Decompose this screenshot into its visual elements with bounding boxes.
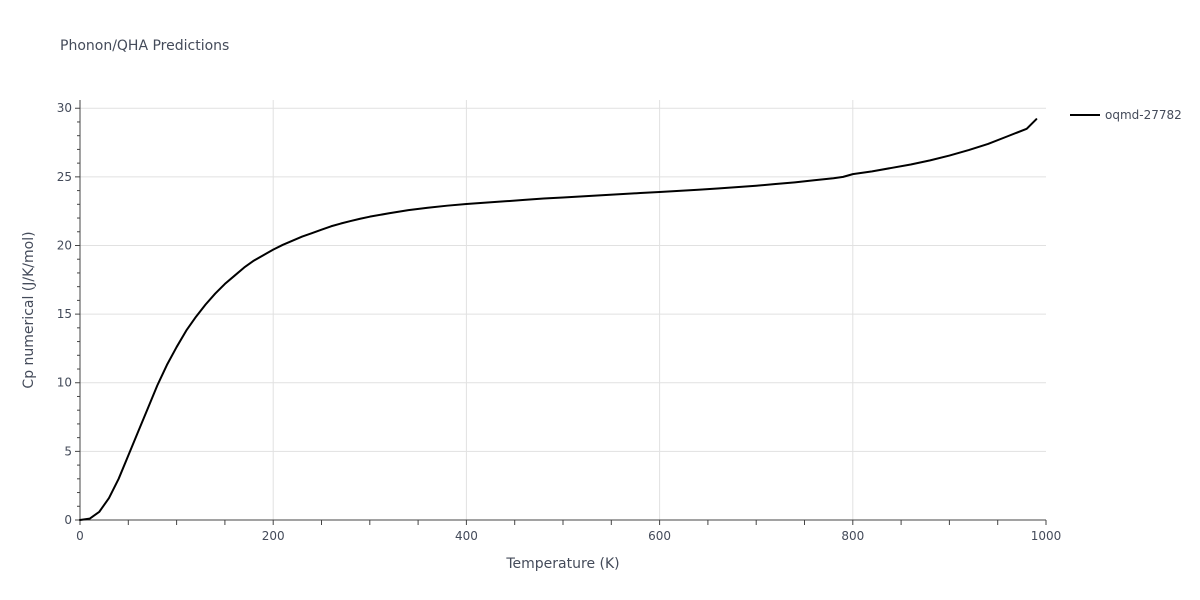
y-axis-title: Cp numerical (J/K/mol) bbox=[21, 231, 37, 388]
y-tick-label: 10 bbox=[57, 376, 72, 390]
y-tick-label: 5 bbox=[64, 444, 72, 458]
x-tick-label: 1000 bbox=[1031, 529, 1062, 543]
x-tick-label: 600 bbox=[648, 529, 671, 543]
y-tick-label: 20 bbox=[57, 238, 72, 252]
y-tick-label: 0 bbox=[64, 513, 72, 527]
y-tick-label: 15 bbox=[57, 307, 72, 321]
gridlines bbox=[80, 100, 1046, 520]
x-axis-title: Temperature (K) bbox=[505, 556, 619, 572]
x-tick-label: 400 bbox=[455, 529, 478, 543]
series-line bbox=[79, 118, 1038, 521]
tick-labels: 0 5 10 15 20 25 30 0 200 400 600 800 1000 bbox=[57, 101, 1062, 543]
x-tick-label: 800 bbox=[841, 529, 864, 543]
x-tick-label: 0 bbox=[76, 529, 84, 543]
series-layer bbox=[79, 118, 1038, 521]
legend-label: oqmd-27782 bbox=[1105, 108, 1182, 122]
x-tick-label: 200 bbox=[262, 529, 285, 543]
legend[interactable]: oqmd-27782 bbox=[1070, 108, 1182, 122]
y-tick-label: 25 bbox=[57, 170, 72, 184]
chart-title: Phonon/QHA Predictions bbox=[60, 38, 229, 54]
y-tick-label: 30 bbox=[57, 101, 72, 115]
axes bbox=[75, 100, 1047, 525]
